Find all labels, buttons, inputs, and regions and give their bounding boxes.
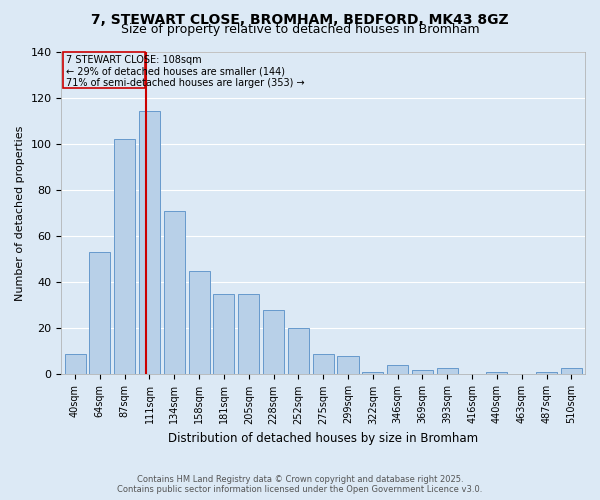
- Bar: [561, 368, 582, 374]
- Bar: [487, 372, 508, 374]
- Bar: [139, 112, 160, 374]
- Bar: [214, 294, 235, 374]
- Text: ← 29% of detached houses are smaller (144): ← 29% of detached houses are smaller (14…: [67, 66, 286, 76]
- Text: Size of property relative to detached houses in Bromham: Size of property relative to detached ho…: [121, 22, 479, 36]
- Bar: [164, 210, 185, 374]
- Bar: [188, 270, 209, 374]
- Bar: [337, 356, 359, 374]
- Bar: [288, 328, 309, 374]
- Text: Contains HM Land Registry data © Crown copyright and database right 2025.
Contai: Contains HM Land Registry data © Crown c…: [118, 474, 482, 494]
- Bar: [62, 52, 145, 88]
- Bar: [114, 139, 135, 374]
- Bar: [437, 368, 458, 374]
- Y-axis label: Number of detached properties: Number of detached properties: [15, 126, 25, 300]
- Bar: [536, 372, 557, 374]
- Bar: [89, 252, 110, 374]
- Bar: [313, 354, 334, 374]
- X-axis label: Distribution of detached houses by size in Bromham: Distribution of detached houses by size …: [168, 432, 478, 445]
- Bar: [263, 310, 284, 374]
- Bar: [238, 294, 259, 374]
- Bar: [362, 372, 383, 374]
- Bar: [65, 354, 86, 374]
- Bar: [412, 370, 433, 374]
- Text: 71% of semi-detached houses are larger (353) →: 71% of semi-detached houses are larger (…: [67, 78, 305, 88]
- Text: 7 STEWART CLOSE: 108sqm: 7 STEWART CLOSE: 108sqm: [67, 55, 202, 65]
- Text: 7, STEWART CLOSE, BROMHAM, BEDFORD, MK43 8GZ: 7, STEWART CLOSE, BROMHAM, BEDFORD, MK43…: [91, 12, 509, 26]
- Bar: [387, 365, 408, 374]
